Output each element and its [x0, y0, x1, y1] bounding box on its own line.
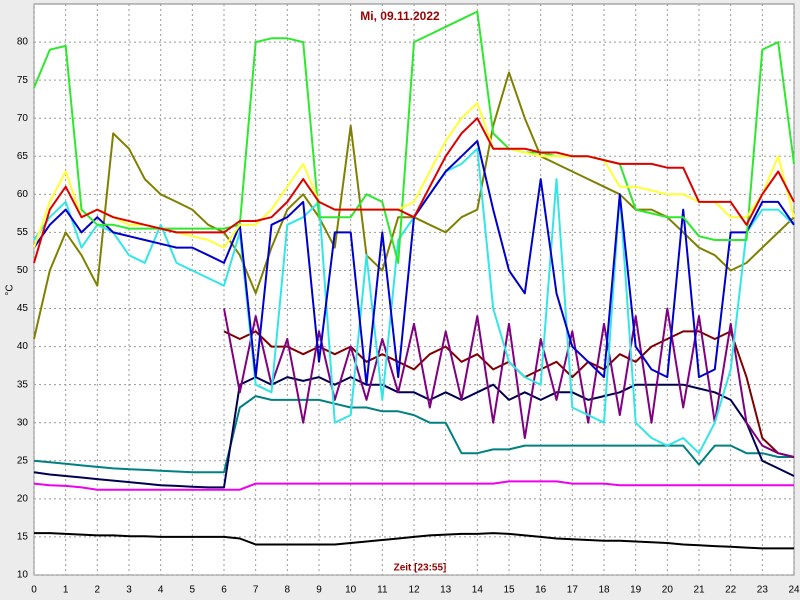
x-tick-label: 13 — [440, 585, 452, 596]
x-tick-label: 3 — [126, 585, 132, 596]
x-tick-label: 6 — [221, 585, 227, 596]
x-tick-label: 2 — [95, 585, 101, 596]
x-tick-label: 0 — [31, 585, 37, 596]
y-tick-label: 80 — [17, 37, 29, 48]
y-tick-label: 30 — [17, 417, 29, 428]
x-tick-label: 18 — [598, 585, 610, 596]
y-tick-label: 65 — [17, 151, 29, 162]
y-tick-label: 40 — [17, 341, 29, 352]
y-tick-label: 25 — [17, 455, 29, 466]
x-tick-label: 17 — [567, 585, 579, 596]
y-tick-label: 45 — [17, 303, 29, 314]
x-tick-label: 15 — [503, 585, 515, 596]
y-tick-label: 10 — [17, 570, 29, 581]
y-tick-label: 35 — [17, 379, 29, 390]
y-axis-label: °C — [5, 284, 16, 295]
x-tick-label: 23 — [757, 585, 769, 596]
x-tick-label: 5 — [190, 585, 196, 596]
series-line — [223, 307, 795, 458]
x-tick-label: 8 — [285, 585, 291, 596]
x-tick-label: 19 — [630, 585, 642, 596]
x-tick-label: 12 — [408, 585, 420, 596]
series-line — [34, 532, 794, 550]
y-tick-label: 55 — [17, 227, 29, 238]
series-line — [33, 480, 794, 491]
x-tick-label: 21 — [693, 585, 705, 596]
y-tick-label: 70 — [17, 113, 29, 124]
y-tick-label: 50 — [17, 265, 29, 276]
x-tick-label: 16 — [535, 585, 547, 596]
x-tick-label: 4 — [158, 585, 164, 596]
chart-title: Mi, 09.11.2022 — [360, 9, 440, 23]
x-tick-label: 11 — [377, 585, 388, 596]
y-tick-label: 15 — [17, 532, 29, 543]
x-tick-label: 7 — [253, 585, 259, 596]
x-axis-label: Zeit [23:55] — [394, 563, 447, 574]
x-tick-label: 9 — [316, 585, 322, 596]
x-tick-label: 22 — [725, 585, 737, 596]
y-tick-label: 20 — [17, 494, 29, 505]
series-line — [33, 376, 795, 489]
x-tick-label: 1 — [63, 585, 69, 596]
x-tick-label: 10 — [345, 585, 357, 596]
series-line — [33, 117, 795, 264]
x-tick-label: 14 — [472, 585, 484, 596]
x-tick-label: 20 — [662, 585, 674, 596]
y-tick-label: 60 — [17, 189, 29, 200]
y-tick-label: 75 — [17, 75, 29, 86]
x-tick-label: 24 — [788, 585, 800, 596]
